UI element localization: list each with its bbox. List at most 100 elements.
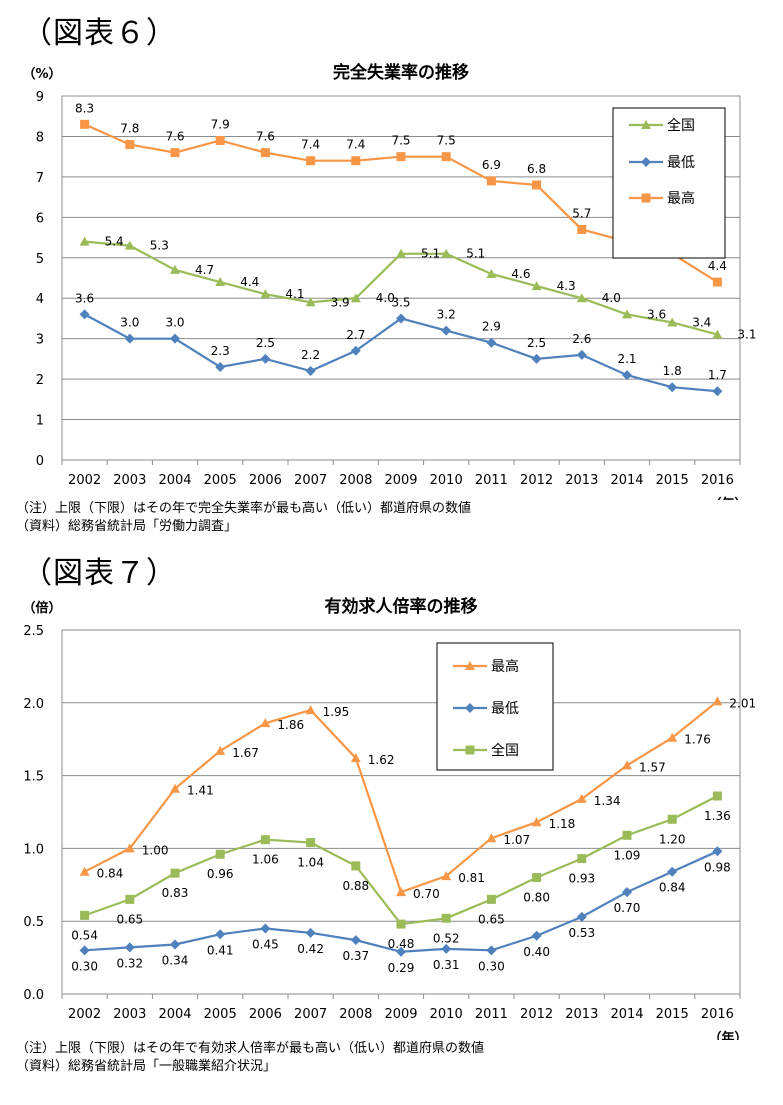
legend-marker <box>465 661 475 670</box>
chart-title: 有効求人倍率の推移 <box>325 596 478 617</box>
data-label: 1.86 <box>277 718 304 732</box>
x-tick-label: 2013 <box>565 473 598 488</box>
x-tick-label: 2012 <box>520 1007 553 1022</box>
data-point <box>125 894 135 904</box>
figure-6-source: （資料）総務省統計局「労働力調査」 <box>16 519 238 534</box>
data-label: 3.2 <box>437 308 456 322</box>
data-point <box>486 268 497 278</box>
data-point <box>576 793 587 803</box>
plot-area <box>61 95 741 461</box>
data-label: 0.45 <box>252 937 279 951</box>
series-line-最高 <box>84 700 719 894</box>
data-label: 2.01 <box>729 696 756 710</box>
data-label: 4.3 <box>557 279 576 293</box>
data-point <box>80 119 90 129</box>
data-point <box>396 919 406 929</box>
data-point <box>712 846 723 857</box>
data-label: 6.8 <box>527 162 546 176</box>
data-point <box>441 943 452 954</box>
data-label: 1.36 <box>704 809 731 823</box>
data-point <box>79 945 90 956</box>
plot-area <box>61 629 741 995</box>
data-point <box>260 923 271 934</box>
data-label: 7.4 <box>346 138 365 152</box>
data-point <box>667 382 678 393</box>
y-tick-label: 2 <box>36 373 44 388</box>
data-point <box>531 353 542 364</box>
x-tick-label: 2007 <box>294 1007 327 1022</box>
legend <box>612 107 726 259</box>
x-tick-label: 2003 <box>113 473 146 488</box>
data-label: 7.4 <box>301 138 320 152</box>
data-label: 0.30 <box>478 959 505 973</box>
data-point <box>712 277 722 287</box>
unemployment-rate-chart: 完全失業率の推移 （%） （年） 0 1 2 3 4 5 6 7 8 9 2002 2003 2004 2005… <box>22 62 756 500</box>
data-label: 4.1 <box>285 287 304 301</box>
figure-6-notes: （注）上限（下限）はその年で完全失業率が最も高い（低い）都道府県の数値 （資料）… <box>16 500 471 536</box>
data-point <box>215 849 225 859</box>
data-point <box>306 838 316 848</box>
data-point <box>170 783 180 793</box>
data-label: 1.00 <box>142 843 169 857</box>
data-label: 7.9 <box>211 117 230 131</box>
legend-marker <box>641 120 651 129</box>
data-point <box>531 817 542 827</box>
data-label: 4.6 <box>511 267 530 281</box>
data-point <box>80 910 90 920</box>
y-tick-label: 2.0 <box>23 697 44 712</box>
y-tick-label: 1.0 <box>23 842 44 857</box>
y-tick-label: 4 <box>36 292 44 307</box>
figure-7-source: （資料）総務省統計局「一般職業紹介状況」 <box>16 1059 277 1074</box>
y-tick-label: 0.5 <box>23 915 44 930</box>
data-point <box>577 854 587 864</box>
chart-title: 完全失業率の推移 <box>333 62 469 83</box>
data-point <box>576 349 587 360</box>
y-axis-unit: （%） <box>22 66 61 82</box>
legend-entry: 最低 <box>667 155 695 171</box>
data-point <box>486 894 496 904</box>
x-tick-label: 2004 <box>158 1007 191 1022</box>
data-label: 3.4 <box>692 315 711 329</box>
x-tick-label: 2010 <box>430 473 463 488</box>
data-label: 5.4 <box>105 235 124 249</box>
x-tick-label: 2004 <box>158 473 191 488</box>
legend-marker <box>641 193 651 203</box>
data-point <box>215 277 226 287</box>
figure-7-notes: （注）上限（下限）はその年で有効求人倍率が最も高い（低い）都道府県の数値 （資料… <box>16 1040 484 1076</box>
data-label: 1.76 <box>684 733 711 747</box>
data-point <box>124 240 135 250</box>
data-label: 2.9 <box>482 320 501 334</box>
data-label: 7.5 <box>437 134 456 148</box>
data-label: 0.32 <box>116 956 143 970</box>
data-point <box>260 835 270 845</box>
legend-entry: 最低 <box>491 701 519 717</box>
data-label: 0.80 <box>523 891 550 905</box>
x-tick-label: 2010 <box>430 1007 463 1022</box>
data-point <box>712 791 722 801</box>
data-label: 2.1 <box>617 352 636 366</box>
x-axis-unit: （年） <box>708 496 747 500</box>
figure-7-note: （注）上限（下限）はその年で有効求人倍率が最も高い（低い）都道府県の数値 <box>16 1041 485 1056</box>
data-label: 1.09 <box>614 848 641 862</box>
data-point <box>305 927 316 938</box>
data-point <box>170 868 180 878</box>
data-label: 3.5 <box>391 295 410 309</box>
data-point <box>215 361 226 372</box>
data-point <box>305 705 316 715</box>
data-label: 0.84 <box>659 881 686 895</box>
figure-6-label: （図表６） <box>22 16 177 51</box>
data-point <box>79 236 90 246</box>
x-tick-label: 2013 <box>565 1007 598 1022</box>
data-point <box>486 337 497 348</box>
data-label: 4.7 <box>195 263 214 277</box>
data-label: 4.4 <box>708 259 727 273</box>
data-point <box>170 264 180 274</box>
data-point <box>124 843 135 853</box>
data-point <box>260 353 271 364</box>
data-point <box>351 156 361 166</box>
data-label: 0.83 <box>162 886 189 900</box>
data-label: 0.84 <box>97 867 124 881</box>
data-point <box>531 281 542 291</box>
data-point <box>79 309 90 320</box>
y-tick-label: 1.5 <box>23 770 44 785</box>
